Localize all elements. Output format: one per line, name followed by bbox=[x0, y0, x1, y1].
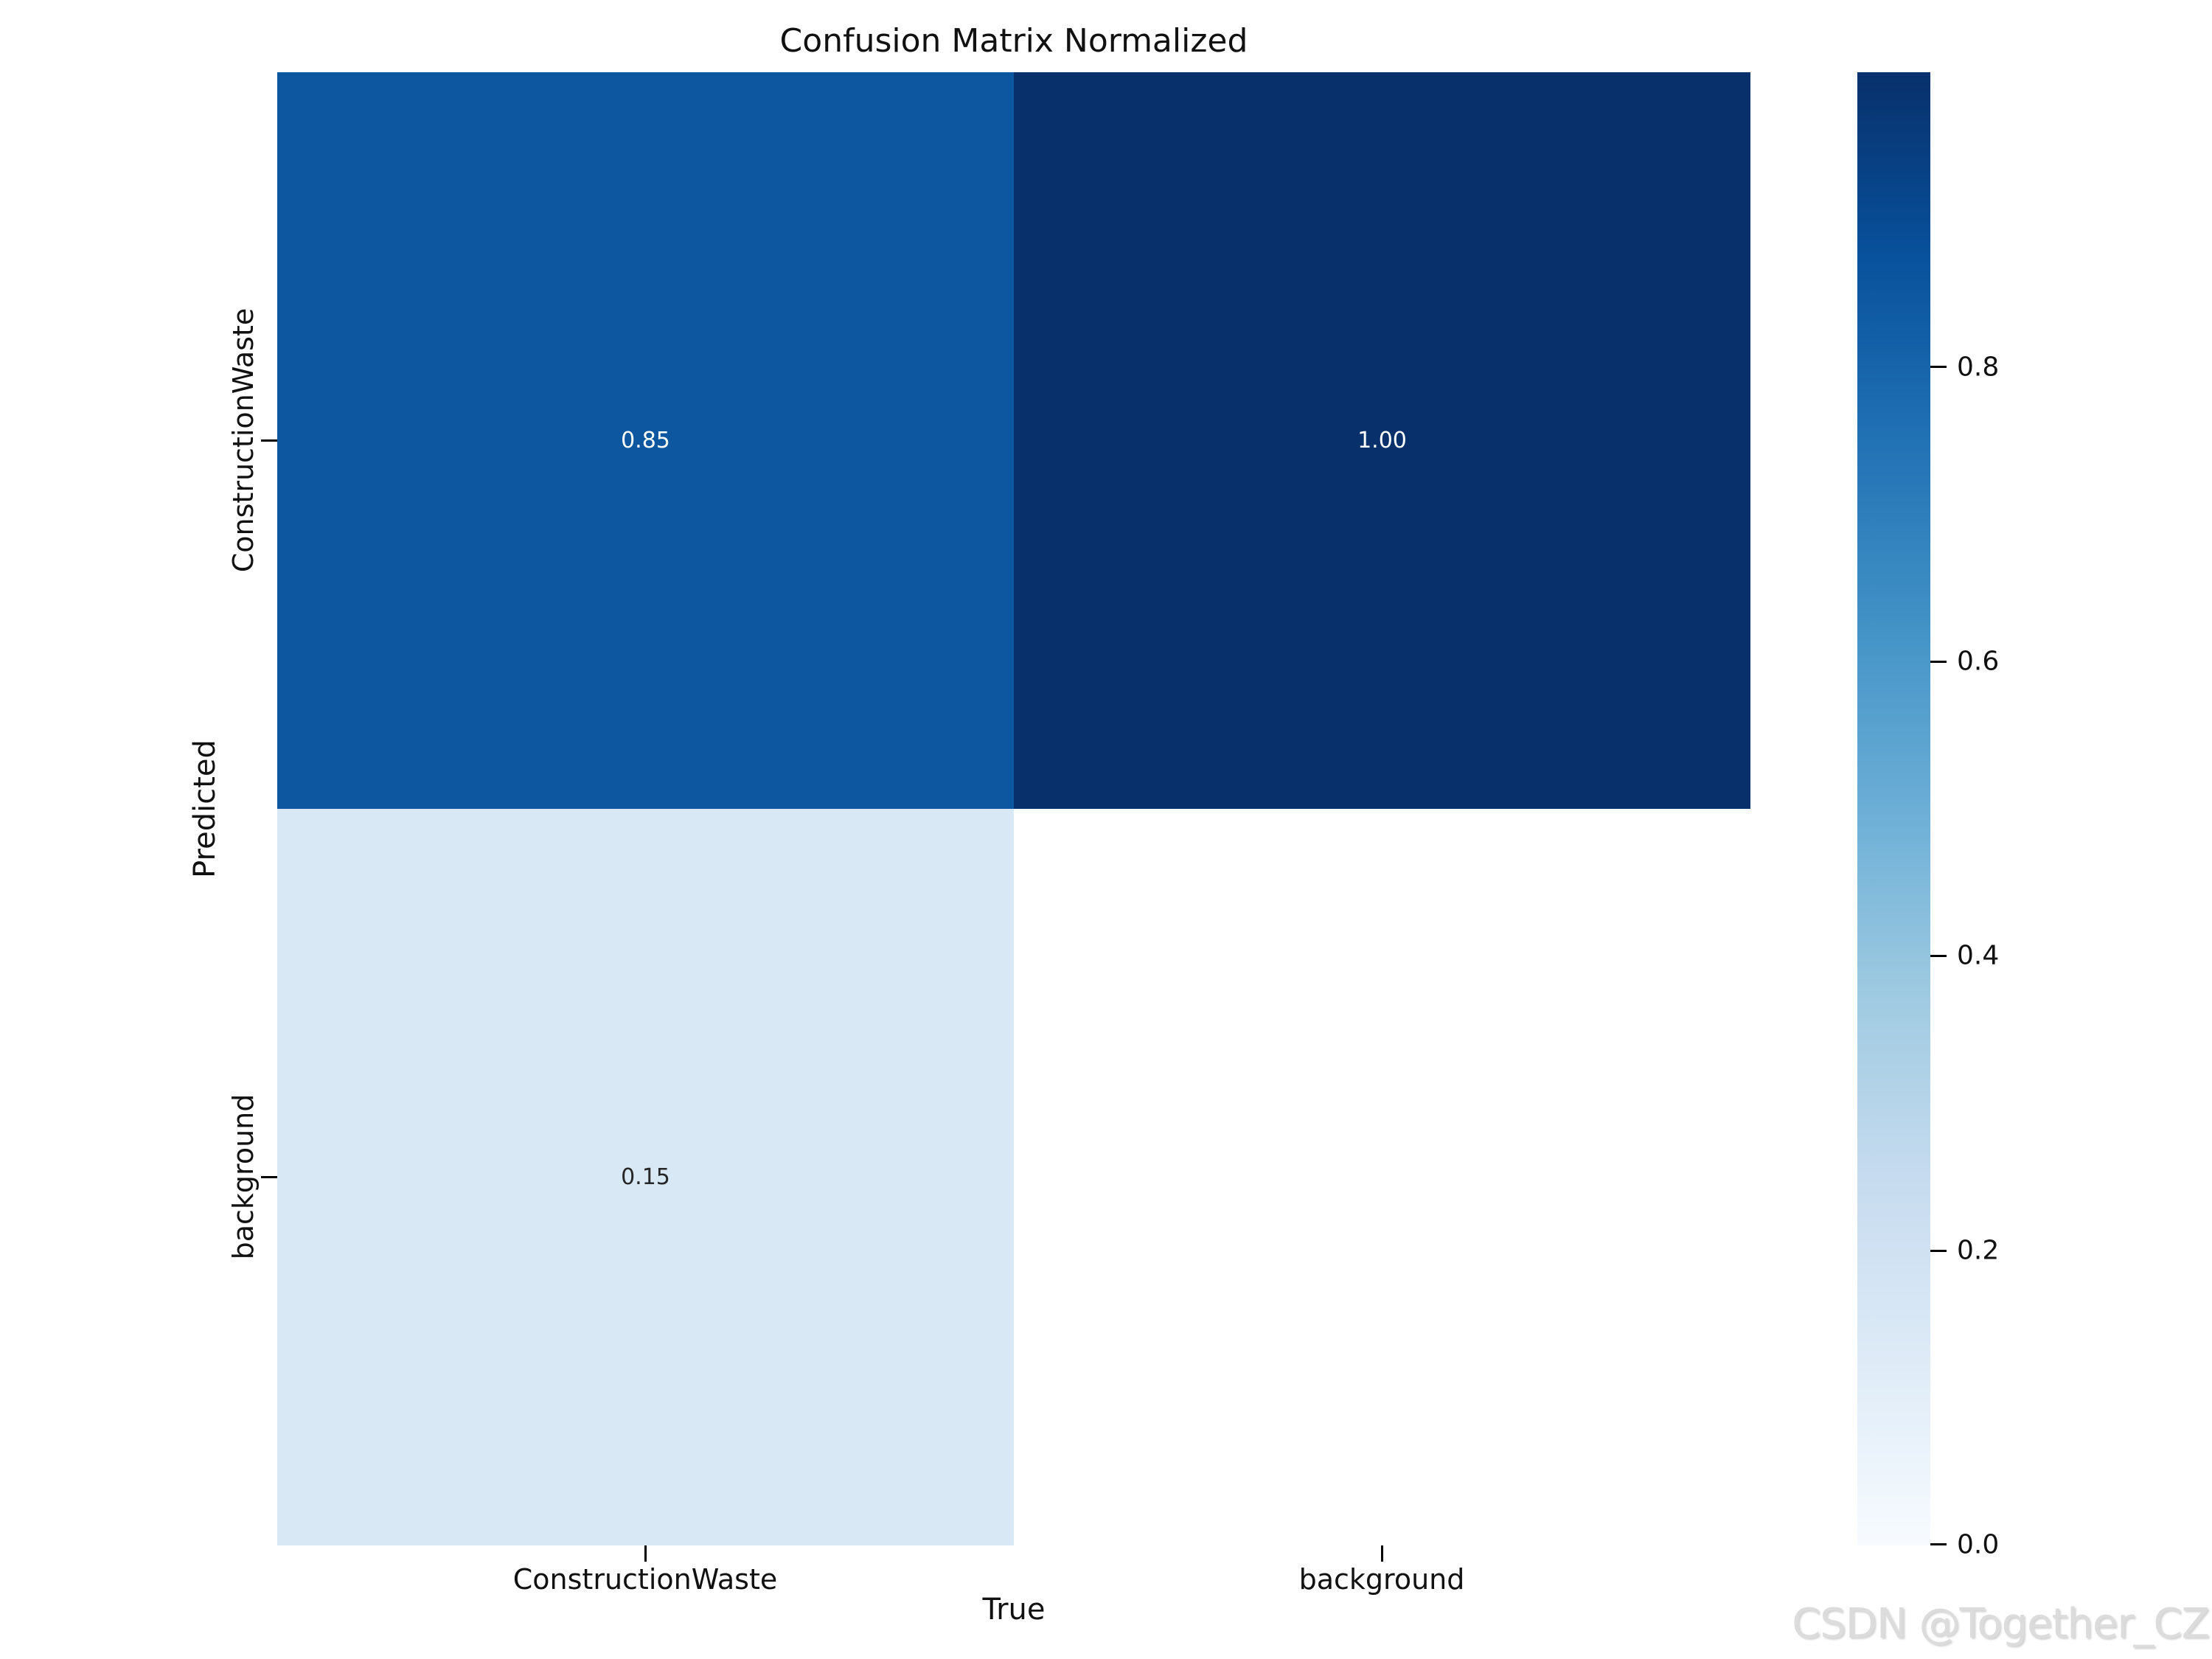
y-tick-mark-row0 bbox=[261, 439, 277, 442]
colorbar-tick-mark bbox=[1930, 1543, 1947, 1545]
x-axis-label: True bbox=[982, 1593, 1046, 1627]
y-axis-label: Predicted bbox=[188, 740, 222, 878]
colorbar-tick-mark bbox=[1930, 1250, 1947, 1252]
matrix-cell-r0c1: 1.00 bbox=[1014, 72, 1750, 809]
colorbar-tick-label-0.2: 0.2 bbox=[1957, 1235, 2000, 1266]
colorbar-gradient bbox=[1857, 72, 1930, 1545]
x-tick-label-constructionwaste: ConstructionWaste bbox=[512, 1563, 778, 1596]
csdn-watermark: CSDN @Together_CZ bbox=[1792, 1600, 2210, 1648]
cell-value-label: 1.00 bbox=[1357, 427, 1407, 453]
x-tick-label-background: background bbox=[1298, 1563, 1465, 1596]
x-tick-mark-col0 bbox=[644, 1545, 647, 1562]
y-tick-label-constructionwaste: ConstructionWaste bbox=[227, 307, 260, 573]
chart-title: Confusion Matrix Normalized bbox=[779, 22, 1248, 60]
cell-value-label: 0.85 bbox=[621, 427, 670, 453]
colorbar-tick-mark bbox=[1930, 366, 1947, 368]
matrix-cell-r0c0: 0.85 bbox=[277, 72, 1014, 809]
colorbar-tick-mark bbox=[1930, 661, 1947, 663]
colorbar-tick-label-0.4: 0.4 bbox=[1957, 940, 2000, 971]
heatmap-grid: 0.85 1.00 0.15 bbox=[277, 72, 1750, 1545]
y-tick-mark-row1 bbox=[261, 1176, 277, 1178]
colorbar-tick-mark bbox=[1930, 955, 1947, 957]
y-tick-label-background: background bbox=[227, 1093, 260, 1260]
matrix-cell-r1c1 bbox=[1014, 809, 1750, 1545]
x-tick-mark-col1 bbox=[1381, 1545, 1383, 1562]
matrix-cell-r1c0: 0.15 bbox=[277, 809, 1014, 1545]
colorbar-tick-label-0.0: 0.0 bbox=[1957, 1529, 2000, 1560]
colorbar-tick-label-0.8: 0.8 bbox=[1957, 352, 2000, 383]
cell-value-label: 0.15 bbox=[621, 1164, 670, 1190]
colorbar-tick-label-0.6: 0.6 bbox=[1957, 646, 2000, 677]
